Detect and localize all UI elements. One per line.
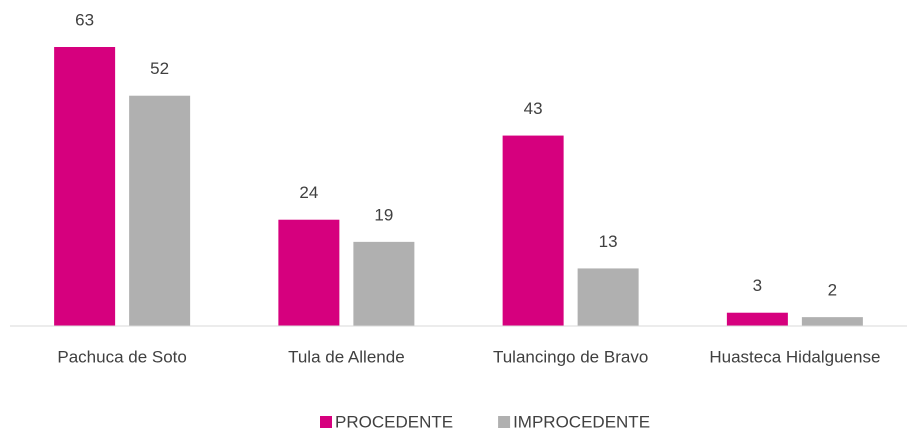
- data-label: 2: [828, 281, 837, 300]
- data-label: 52: [150, 59, 169, 78]
- x-tick-label: Tula de Allende: [288, 347, 405, 366]
- legend-label: IMPROCEDENTE: [513, 412, 650, 431]
- legend-swatch: [320, 416, 332, 428]
- x-tick-label: Huasteca Hidalguense: [709, 347, 880, 366]
- data-label: 63: [75, 10, 94, 29]
- bar: [278, 219, 340, 326]
- data-label: 3: [753, 276, 762, 295]
- x-tick-label: Tulancingo de Bravo: [493, 347, 648, 366]
- bar: [577, 268, 639, 326]
- legend-label: PROCEDENTE: [335, 412, 453, 431]
- bar: [353, 241, 415, 326]
- data-label: 24: [299, 183, 318, 202]
- legend-swatch: [498, 416, 511, 428]
- data-label: 19: [374, 205, 393, 224]
- x-tick-label: Pachuca de Soto: [57, 347, 186, 366]
- bar: [502, 135, 564, 326]
- bar: [801, 317, 863, 326]
- data-label: 13: [599, 232, 618, 251]
- data-label: 43: [524, 99, 543, 118]
- bar: [54, 47, 116, 326]
- bar: [129, 95, 191, 326]
- bar: [726, 312, 788, 326]
